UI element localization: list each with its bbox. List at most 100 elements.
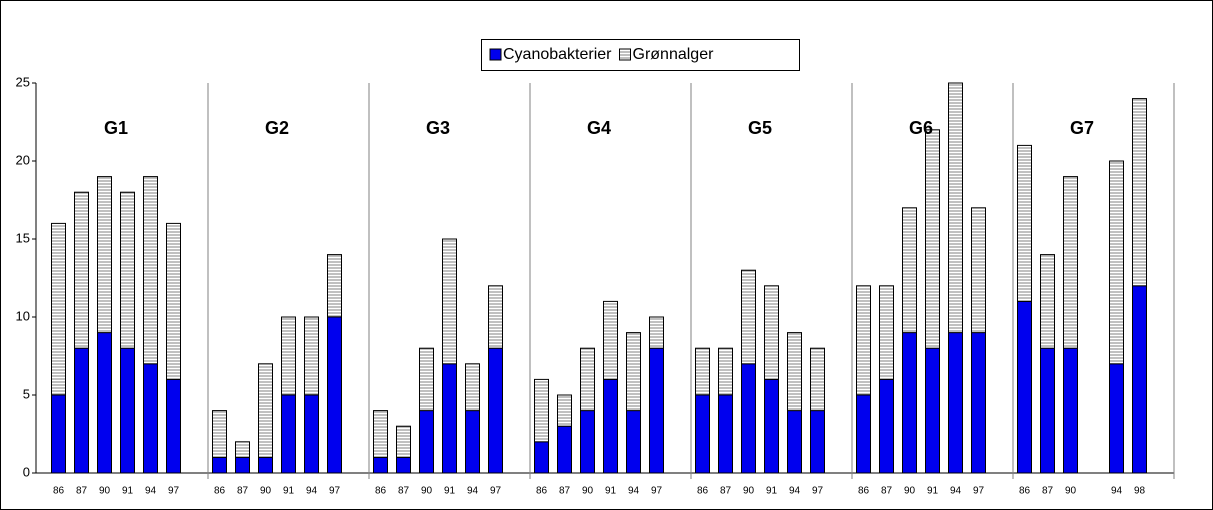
x-tick-label: 91: [766, 486, 778, 497]
bar-segment: [925, 129, 940, 349]
bar-segment: [695, 347, 710, 396]
bar-segment: [235, 441, 250, 458]
x-tick-label: 90: [260, 486, 272, 497]
x-tick-label: 86: [697, 486, 709, 497]
bar-segment: [1017, 300, 1032, 474]
bar-segment: [626, 332, 641, 412]
x-tick-label: 97: [651, 486, 663, 497]
y-tick-label: 25: [16, 74, 30, 89]
bar-segment: [856, 285, 871, 396]
x-tick-label: 94: [789, 486, 801, 497]
x-tick-label: 94: [950, 486, 962, 497]
x-tick-label: 86: [536, 486, 548, 497]
bar-segment: [304, 394, 319, 474]
bar-segment: [1063, 347, 1078, 474]
y-tick-label: 0: [23, 464, 30, 479]
x-tick-label: 91: [927, 486, 939, 497]
bar-segment: [396, 425, 411, 458]
bar-segment: [649, 347, 664, 474]
x-tick-label: 90: [1065, 486, 1077, 497]
bar-segment: [810, 410, 825, 474]
x-tick-label: 87: [1042, 486, 1054, 497]
x-tick-label: 87: [559, 486, 571, 497]
x-tick-label: 90: [582, 486, 594, 497]
bar-segment: [902, 332, 917, 474]
bar-segment: [557, 425, 572, 474]
bar-segment: [373, 456, 388, 474]
bar-segment: [718, 347, 733, 396]
bar-segment: [281, 394, 296, 474]
bar-segment: [810, 347, 825, 412]
x-tick-label: 87: [720, 486, 732, 497]
bar-segment: [143, 176, 158, 365]
x-tick-label: 90: [99, 486, 111, 497]
bar-segment: [902, 207, 917, 334]
x-tick-label: 87: [237, 486, 249, 497]
bar-segment: [327, 254, 342, 318]
bar-segment: [1063, 176, 1078, 349]
x-tick-label: 90: [743, 486, 755, 497]
bar-segment: [74, 191, 89, 349]
bar-segment: [1040, 254, 1055, 349]
group-label: G4: [587, 118, 611, 138]
legend-box: [481, 39, 800, 71]
x-tick-label: 86: [53, 486, 65, 497]
x-tick-label: 90: [421, 486, 433, 497]
bar-segment: [649, 316, 664, 349]
group-label: G3: [426, 118, 450, 138]
bar-segment: [143, 363, 158, 474]
x-tick-label: 94: [628, 486, 640, 497]
x-tick-label: 87: [76, 486, 88, 497]
bar-segment: [741, 363, 756, 474]
bar-segment: [1132, 98, 1147, 287]
group-label: G6: [909, 118, 933, 138]
bar-segment: [626, 410, 641, 474]
bar-segment: [465, 410, 480, 474]
legend-swatch: [489, 48, 502, 61]
legend-swatch: [619, 48, 631, 61]
bar-segment: [373, 410, 388, 458]
x-tick-label: 97: [490, 486, 502, 497]
x-tick-label: 98: [1134, 486, 1146, 497]
bar-segment: [120, 191, 135, 349]
bar-segment: [856, 394, 871, 474]
x-tick-label: 86: [214, 486, 226, 497]
x-tick-label: 97: [973, 486, 985, 497]
bar-segment: [948, 82, 963, 334]
y-tick-label: 20: [16, 152, 30, 167]
bar-segment: [258, 363, 273, 458]
bar-segment: [971, 332, 986, 474]
group-label: G1: [104, 118, 128, 138]
bar-segment: [120, 347, 135, 474]
x-tick-label: 97: [812, 486, 824, 497]
bar-segment: [419, 410, 434, 474]
bar-segment: [879, 378, 894, 474]
bar-segment: [948, 332, 963, 474]
group-label: G5: [748, 118, 772, 138]
bar-segment: [51, 222, 66, 396]
bar-segment: [235, 456, 250, 474]
bar-segment: [258, 456, 273, 474]
bar-segment: [281, 316, 296, 396]
x-tick-label: 91: [122, 486, 134, 497]
bar-segment: [718, 394, 733, 474]
bar-segment: [695, 394, 710, 474]
bar-segment: [787, 410, 802, 474]
group-label: G7: [1070, 118, 1094, 138]
bar-segment: [488, 347, 503, 474]
bar-segment: [1109, 363, 1124, 474]
bar-segment: [166, 378, 181, 474]
bar-segment: [764, 285, 779, 380]
bar-segment: [442, 238, 457, 365]
legend-label: Grønnalger: [633, 46, 715, 63]
bar-segment: [787, 332, 802, 412]
bar-segment: [97, 176, 112, 334]
bar-segment: [879, 285, 894, 380]
x-tick-label: 87: [881, 486, 893, 497]
x-tick-label: 86: [858, 486, 870, 497]
x-tick-label: 86: [1019, 486, 1031, 497]
bar-segment: [925, 347, 940, 474]
x-tick-label: 97: [329, 486, 341, 497]
bar-segment: [557, 394, 572, 427]
